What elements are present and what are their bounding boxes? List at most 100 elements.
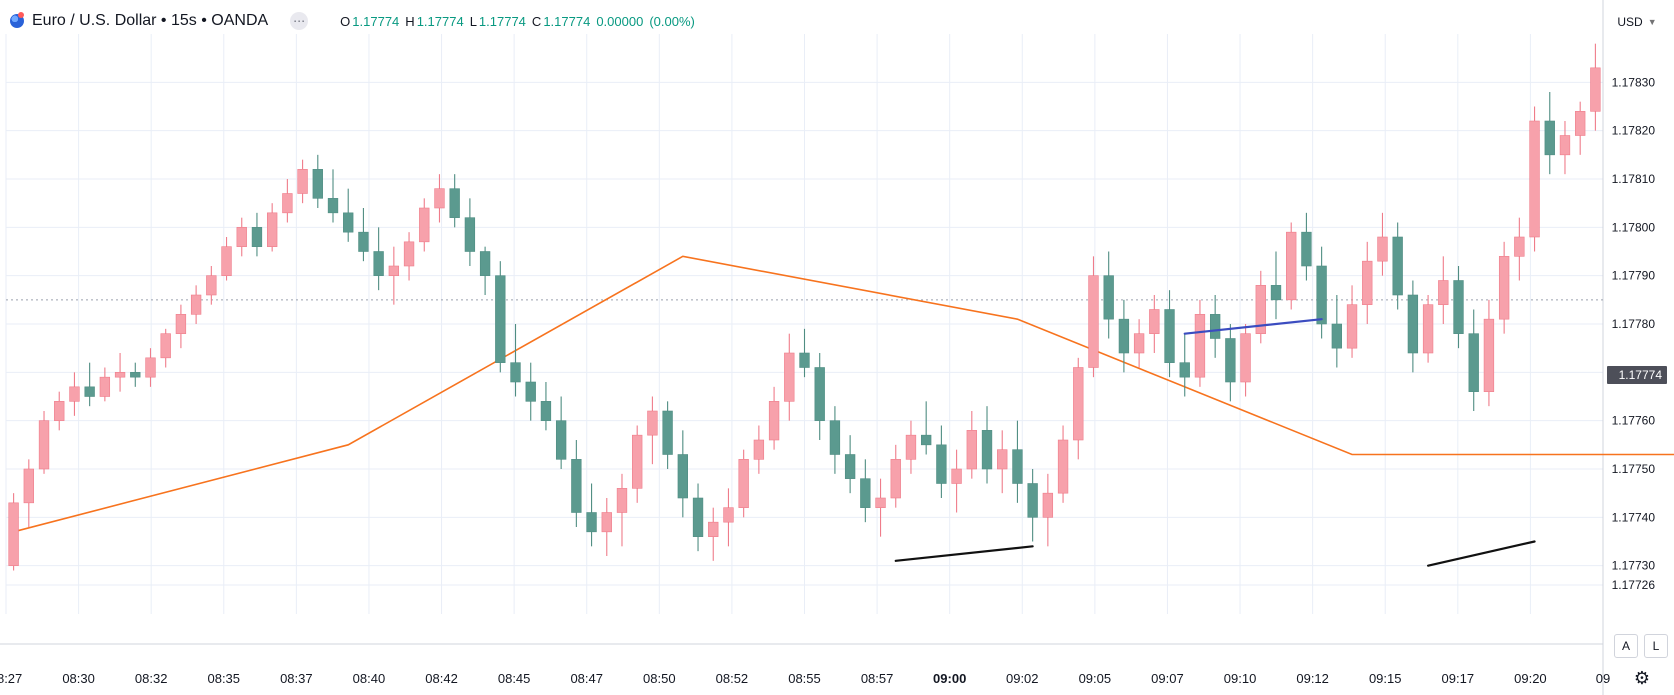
candle-body xyxy=(525,381,536,402)
candle xyxy=(1042,473,1054,547)
price-tick-label: 1.17790 xyxy=(1612,269,1656,283)
gear-icon[interactable]: ⚙ xyxy=(1633,667,1651,688)
candle xyxy=(464,198,476,266)
candle xyxy=(343,188,354,242)
candle-body xyxy=(1559,135,1571,156)
currency-selector[interactable]: USD ▼ xyxy=(1608,10,1666,34)
candle-body xyxy=(1483,318,1495,392)
candle-body xyxy=(38,420,50,470)
candle xyxy=(647,396,658,465)
candle-body xyxy=(829,420,841,455)
candle xyxy=(571,440,582,527)
candle-body xyxy=(814,367,825,421)
candle xyxy=(951,449,962,513)
candle xyxy=(1590,43,1601,131)
candle-body xyxy=(768,401,780,441)
candle xyxy=(99,367,111,402)
time-tick-label: 09:12 xyxy=(1296,671,1329,686)
candle-body xyxy=(571,459,582,513)
candle xyxy=(479,246,491,295)
axis-buttons: A L xyxy=(1614,634,1668,658)
candle-body xyxy=(327,198,339,214)
candle-body xyxy=(1270,285,1282,301)
candle xyxy=(1483,299,1495,407)
candle xyxy=(419,198,430,252)
candle xyxy=(1179,333,1190,397)
candle-body xyxy=(1286,231,1297,301)
time-tick-label: 09:00 xyxy=(933,671,966,686)
auto-scale-button[interactable]: A xyxy=(1614,634,1638,658)
high-label: H xyxy=(405,13,415,29)
candle xyxy=(510,324,521,397)
candle-body xyxy=(282,193,293,214)
currency-flag-icon xyxy=(10,12,24,28)
candle-body xyxy=(875,497,886,508)
candle xyxy=(692,483,704,552)
log-scale-button[interactable]: L xyxy=(1644,634,1668,658)
candle xyxy=(8,493,19,571)
open-value: 1.17774 xyxy=(352,13,400,29)
candle-body xyxy=(434,188,445,209)
time-tick-label: 09:05 xyxy=(1079,671,1112,686)
time-tick-label: 08:45 xyxy=(498,671,531,686)
candle-body xyxy=(373,251,384,276)
time-tick-label: 09:07 xyxy=(1151,671,1184,686)
candle xyxy=(1012,420,1023,503)
candle xyxy=(1164,290,1175,378)
candle-body xyxy=(1377,236,1388,262)
candle xyxy=(1057,425,1069,503)
candle xyxy=(266,203,278,252)
price-tick-label: 1.17750 xyxy=(1612,462,1656,476)
candle-body xyxy=(160,333,171,359)
candle-body xyxy=(708,521,719,537)
candle-body xyxy=(951,468,962,484)
candle-body xyxy=(1133,333,1145,354)
close-label: C xyxy=(531,13,542,29)
candle-body xyxy=(1164,309,1175,363)
time-tick-label: 08:55 xyxy=(788,671,821,686)
candle xyxy=(1529,106,1540,252)
candle xyxy=(1133,319,1145,368)
low-label: L xyxy=(469,13,477,29)
price-tick-label: 1.17810 xyxy=(1612,172,1656,186)
candle-body xyxy=(905,434,917,460)
candle xyxy=(936,425,947,498)
candle xyxy=(921,401,932,455)
candle-body xyxy=(1301,231,1312,267)
low-value: 1.17774 xyxy=(478,13,526,29)
candle xyxy=(434,174,445,223)
candle-body xyxy=(84,386,95,397)
close-value: 1.17774 xyxy=(543,13,591,29)
candle xyxy=(1438,256,1449,324)
price-tick-label: 1.17760 xyxy=(1612,414,1656,428)
candle-body xyxy=(1575,111,1586,136)
candle xyxy=(69,372,80,416)
time-tick-label: 08:52 xyxy=(716,671,749,686)
settings-dots-icon[interactable]: ⋯ xyxy=(290,12,309,30)
candle-body xyxy=(1088,275,1099,368)
candle-body xyxy=(1012,449,1023,484)
candle xyxy=(723,488,734,547)
candle xyxy=(1301,212,1312,281)
candle-body xyxy=(495,275,506,363)
candle xyxy=(875,478,886,537)
candle xyxy=(632,425,643,503)
candle-body xyxy=(145,357,156,378)
candle xyxy=(753,425,765,474)
candle xyxy=(54,391,65,431)
candle xyxy=(206,266,217,305)
price-tick-label: 1.17780 xyxy=(1612,317,1656,331)
candle xyxy=(768,386,780,450)
candle xyxy=(1544,92,1555,175)
candle xyxy=(1392,222,1403,310)
candle xyxy=(190,285,202,324)
candle-body xyxy=(1209,314,1221,339)
candle-body xyxy=(114,372,126,378)
candle xyxy=(373,227,384,291)
candle xyxy=(525,362,536,421)
time-tick-label: 09 xyxy=(1596,671,1610,686)
candle-body xyxy=(1529,120,1540,238)
candle-body xyxy=(799,352,810,368)
